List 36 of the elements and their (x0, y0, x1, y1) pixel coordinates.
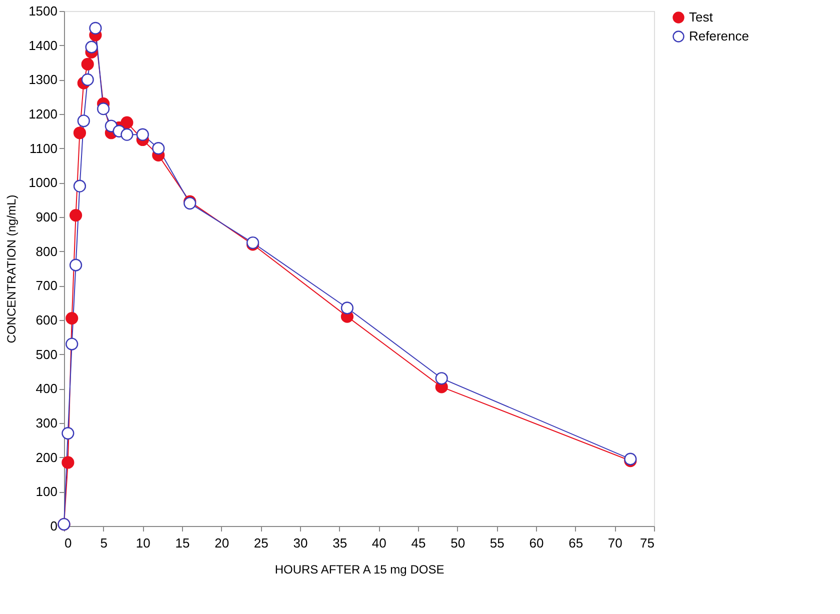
x-tick-label: 45 (411, 536, 426, 550)
x-tick-label: 5 (100, 536, 108, 550)
y-tick-label: 800 (36, 244, 58, 259)
y-tick-label: 600 (36, 312, 58, 328)
x-tick-label: 75 (640, 536, 654, 550)
y-tick-label: 0 (50, 518, 58, 534)
x-tick-label: 0 (64, 536, 72, 550)
y-axis-title: CONCENTRATION (ng/mL) (4, 194, 19, 344)
x-tick-label: 30 (293, 536, 308, 550)
y-tick-label: 1100 (30, 140, 58, 156)
y-tick-label: 1500 (28, 4, 58, 18)
y-tick-label: 400 (36, 381, 58, 396)
legend-label: Reference (689, 28, 749, 44)
x-tick-label: 25 (254, 536, 268, 550)
legend-label: Test (689, 10, 714, 24)
y-tick-label: 1300 (28, 72, 58, 88)
y-tick-label: 200 (36, 450, 58, 465)
x-tick-label: 10 (136, 536, 150, 550)
y-tick-label: 900 (36, 210, 58, 224)
y-tick-label: 1400 (28, 38, 58, 53)
y-tick-label: 300 (36, 416, 58, 430)
y-tick-label: 1000 (28, 175, 58, 190)
y-tick-label: 700 (36, 278, 58, 294)
x-tick-label: 15 (175, 536, 190, 550)
x-axis-title: HOURS AFTER A 15 mg DOSE (274, 562, 444, 576)
x-tick-label: 40 (372, 536, 386, 550)
x-tick-label: 60 (529, 536, 544, 550)
x-tick-label: 65 (568, 536, 584, 550)
y-tick-label: 100 (36, 484, 58, 500)
x-tick-label: 70 (608, 536, 622, 550)
x-tick-label: 55 (490, 536, 504, 550)
x-tick-label: 50 (450, 536, 466, 550)
x-tick-label: 35 (332, 536, 348, 550)
y-tick-label: 1200 (28, 106, 58, 122)
x-tick-label: 20 (214, 536, 230, 550)
y-tick-label: 500 (36, 346, 58, 362)
